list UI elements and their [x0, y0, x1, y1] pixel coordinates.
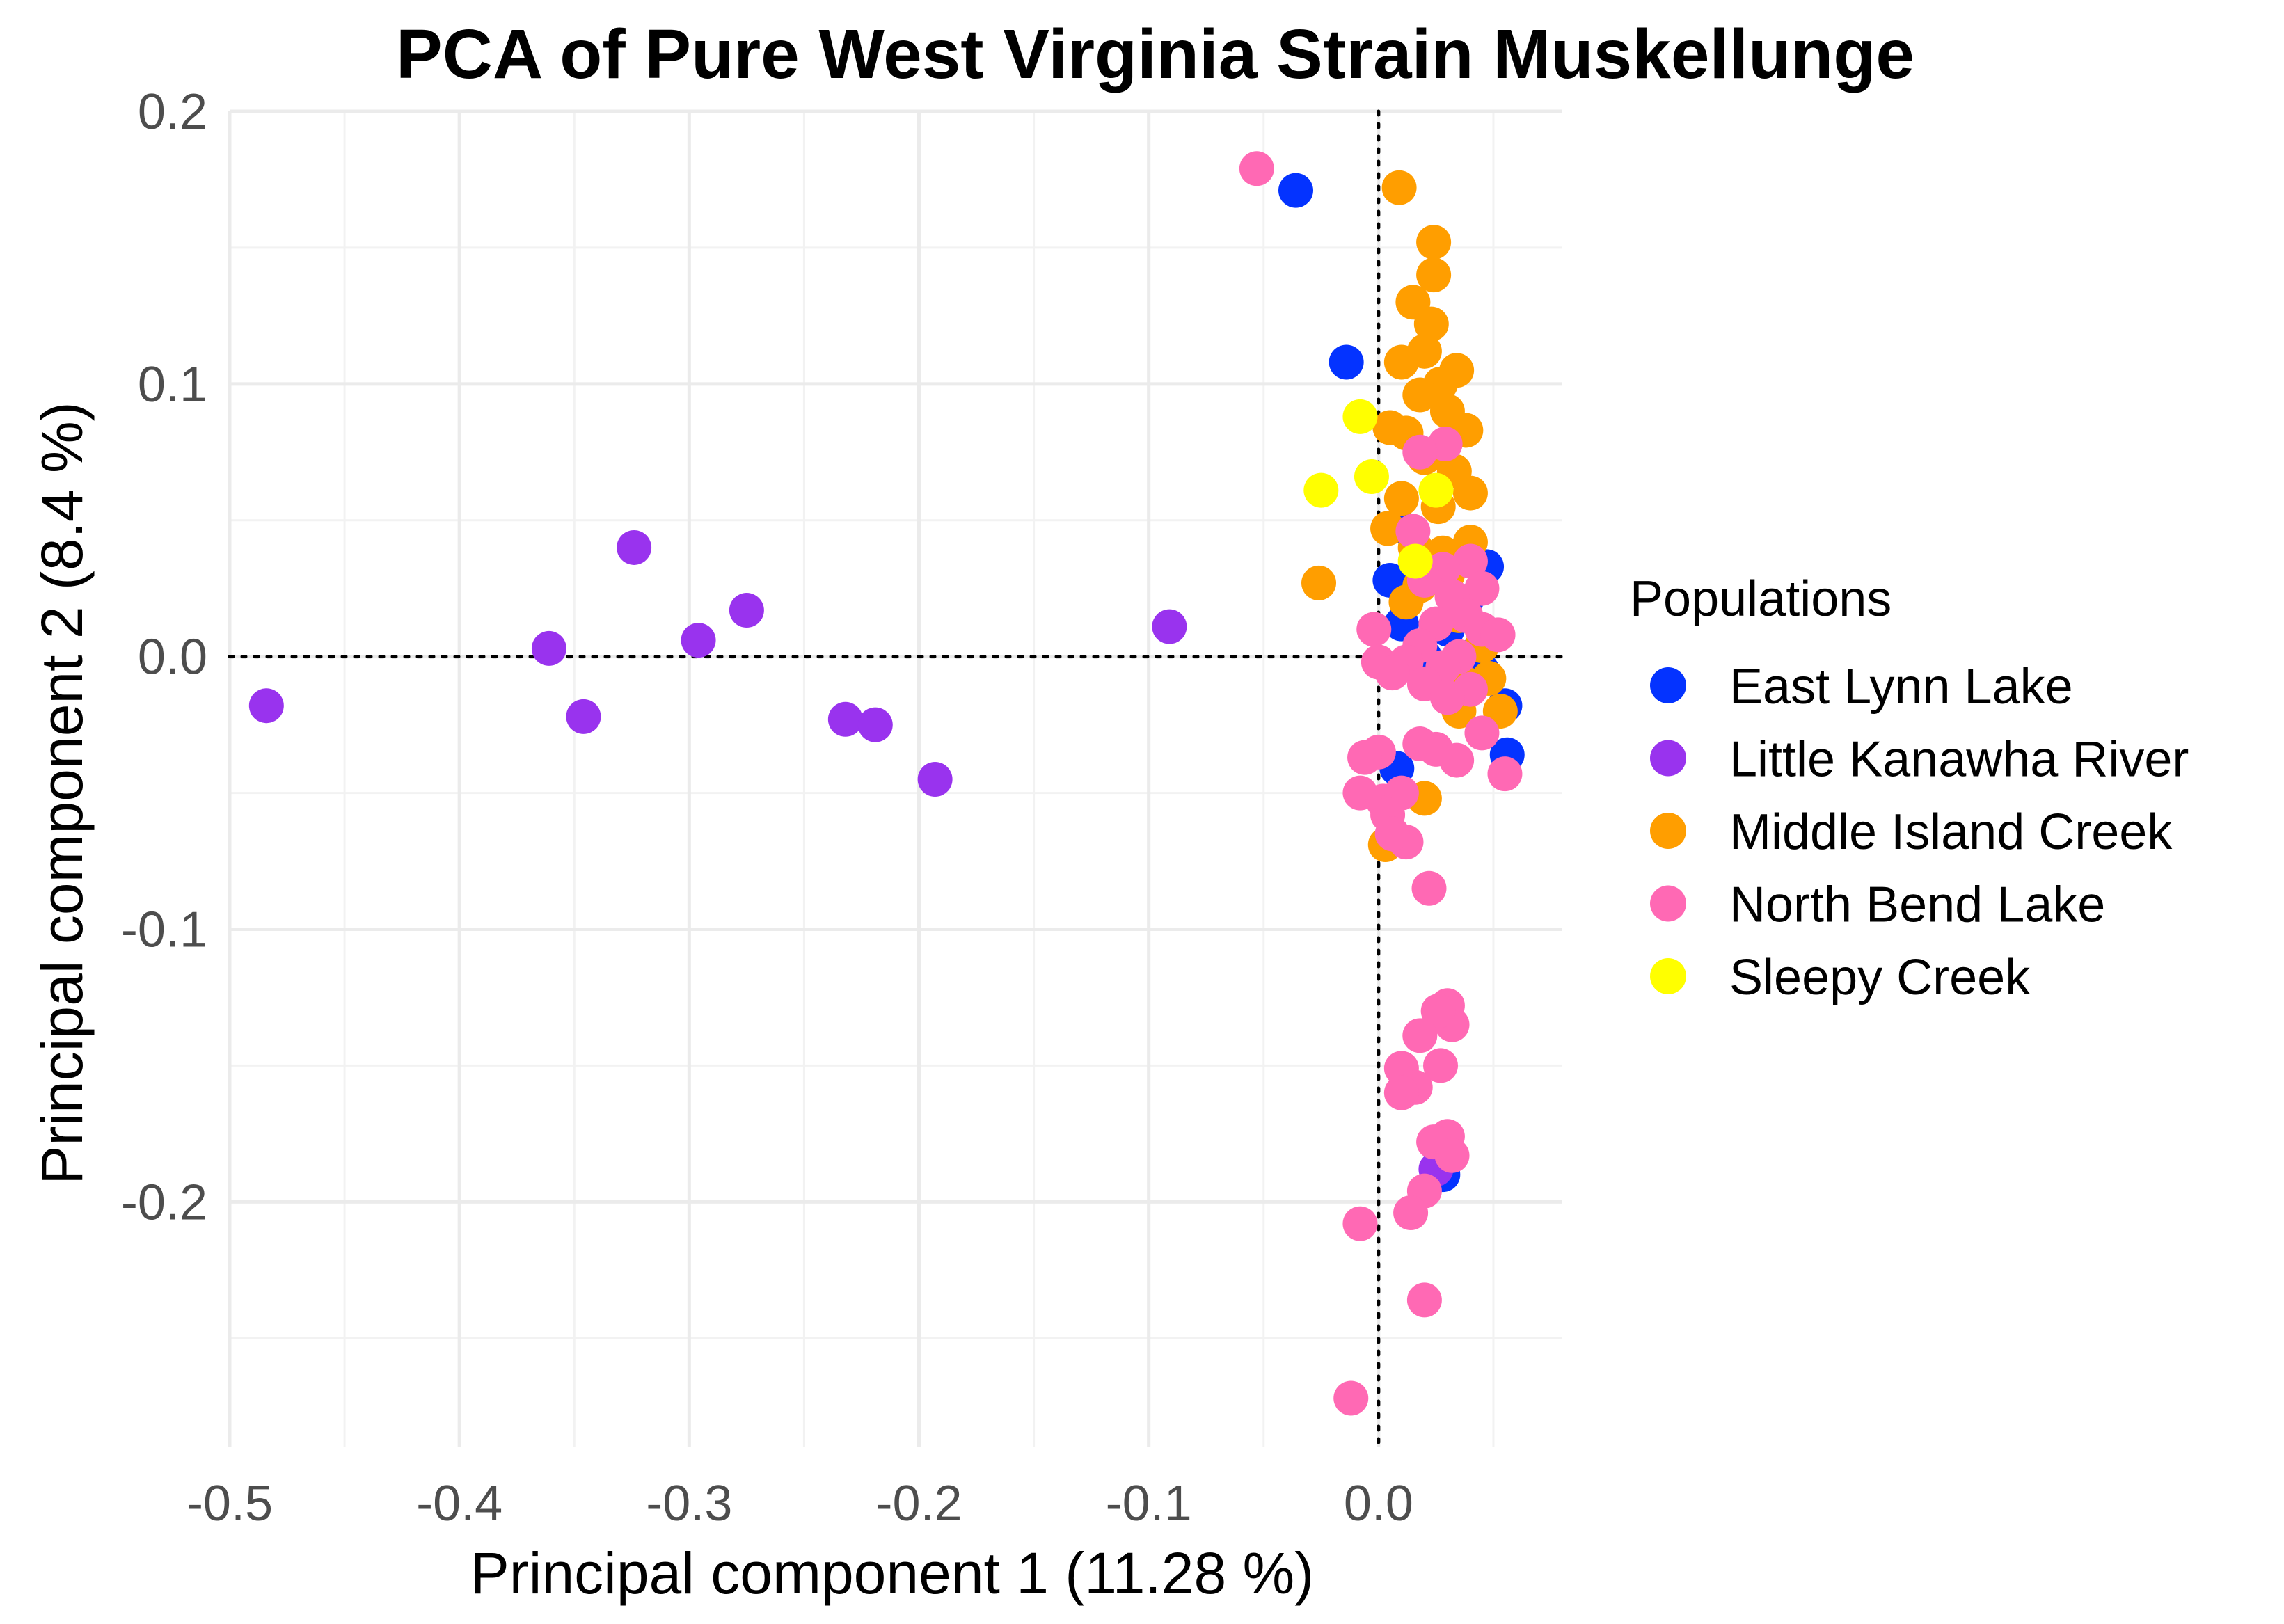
data-point	[1423, 1048, 1459, 1083]
legend-swatch	[1650, 813, 1686, 849]
legend-item: Sleepy Creek	[1650, 950, 2031, 1005]
x-tick-label: 0.0	[1344, 1476, 1413, 1531]
data-points	[248, 151, 1525, 1416]
data-point	[1406, 1282, 1442, 1318]
legend-swatch	[1650, 740, 1686, 777]
data-point	[1413, 306, 1449, 342]
x-axis-ticks: -0.5 -0.4 -0.3 -0.2 -0.1 0.0	[187, 1476, 1413, 1531]
y-tick-label: 0.2	[138, 84, 207, 140]
legend-item: North Bend Lake	[1650, 877, 2105, 933]
legend-label: East Lynn Lake	[1729, 659, 2073, 715]
data-point	[1239, 151, 1274, 186]
data-point	[1347, 740, 1383, 775]
x-tick-label: -0.2	[875, 1476, 962, 1531]
data-point	[1354, 459, 1389, 495]
y-tick-label: 0.0	[138, 630, 207, 685]
data-point	[1452, 543, 1488, 579]
series-little-kanawha-river	[248, 530, 1454, 1187]
chart-title: PCA of Pure West Virginia Strain Muskell…	[396, 15, 1914, 93]
data-point	[1329, 344, 1364, 380]
data-point	[1381, 170, 1417, 205]
y-tick-label: 0.1	[138, 357, 207, 413]
data-point	[1464, 715, 1500, 751]
x-tick-label: -0.5	[187, 1476, 273, 1531]
data-point	[1429, 680, 1465, 715]
data-point	[857, 707, 893, 742]
data-point	[1416, 257, 1452, 293]
data-point	[1370, 511, 1406, 546]
x-tick-label: -0.4	[416, 1476, 502, 1531]
data-point	[566, 699, 601, 734]
data-point	[1406, 333, 1442, 369]
series-sleepy-creek	[1303, 399, 1454, 579]
data-point	[1402, 434, 1438, 470]
y-tick-label: -0.1	[121, 902, 207, 958]
data-point	[1393, 1195, 1429, 1231]
data-point	[1374, 655, 1410, 691]
y-tick-label: -0.2	[121, 1175, 207, 1230]
data-point	[1278, 173, 1313, 208]
data-point	[1303, 472, 1339, 508]
legend: Populations East Lynn Lake Little Kanawha…	[1630, 571, 2189, 1005]
data-point	[1411, 870, 1447, 906]
data-point	[617, 530, 652, 565]
data-point	[681, 623, 716, 658]
legend-item: Middle Island Creek	[1650, 804, 2173, 860]
data-point	[1480, 617, 1516, 653]
data-point	[1395, 514, 1431, 549]
data-point	[248, 688, 284, 724]
legend-label: Sleepy Creek	[1729, 950, 2031, 1005]
y-axis-title: Principal component 2 (8.4 %)	[29, 401, 95, 1184]
data-point	[1487, 756, 1523, 792]
data-point	[1383, 481, 1419, 516]
x-tick-label: -0.3	[646, 1476, 732, 1531]
legend-item: Little Kanawha River	[1650, 732, 2189, 788]
data-point	[1342, 399, 1378, 434]
data-point	[1439, 742, 1475, 778]
x-tick-label: -0.1	[1106, 1476, 1192, 1531]
data-point	[1464, 571, 1500, 606]
data-point	[1418, 472, 1454, 508]
legend-swatch	[1650, 958, 1686, 994]
legend-swatch	[1650, 885, 1686, 922]
legend-title: Populations	[1630, 571, 1892, 627]
data-point	[1152, 609, 1187, 644]
data-point	[1301, 565, 1337, 600]
grid	[228, 109, 1562, 1447]
data-point	[1342, 1206, 1378, 1241]
data-point	[1434, 1138, 1470, 1173]
legend-swatch	[1650, 667, 1686, 703]
data-point	[917, 762, 953, 797]
series-north-bend-lake	[1239, 151, 1523, 1416]
legend-label: Middle Island Creek	[1729, 804, 2173, 860]
data-point	[1333, 1380, 1369, 1416]
data-point	[1420, 994, 1456, 1029]
data-point	[1402, 1018, 1438, 1053]
data-point	[1356, 612, 1392, 647]
data-point	[1397, 543, 1433, 579]
data-point	[1372, 410, 1408, 445]
data-point	[729, 593, 764, 628]
legend-item: East Lynn Lake	[1650, 659, 2073, 715]
legend-label: North Bend Lake	[1729, 877, 2105, 933]
data-point	[531, 630, 566, 666]
y-axis-ticks: -0.2 -0.1 0.0 0.1 0.2	[121, 84, 207, 1230]
data-point	[1374, 816, 1410, 852]
data-point	[827, 701, 863, 737]
data-point	[1383, 1075, 1419, 1110]
data-point	[1416, 225, 1452, 260]
data-point	[1452, 475, 1488, 511]
reference-lines	[228, 109, 1564, 1449]
x-axis-title: Principal component 1 (11.28 %)	[470, 1541, 1314, 1606]
data-point	[1402, 377, 1438, 413]
legend-label: Little Kanawha River	[1729, 732, 2189, 788]
